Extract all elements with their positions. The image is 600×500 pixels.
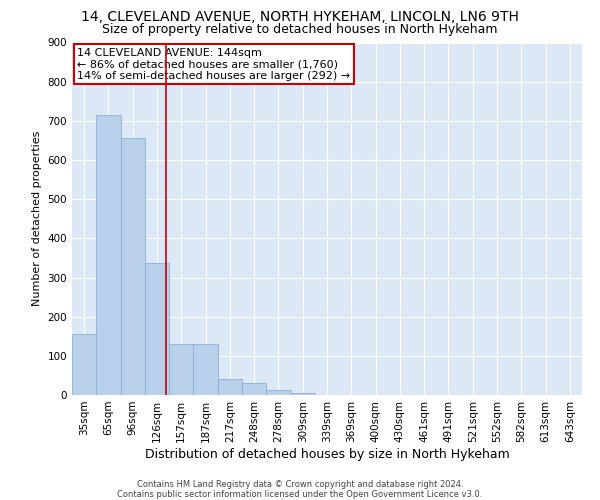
Text: 14 CLEVELAND AVENUE: 144sqm
← 86% of detached houses are smaller (1,760)
14% of : 14 CLEVELAND AVENUE: 144sqm ← 86% of det… [77,48,350,81]
Bar [242,383,266,395]
Bar [72,334,96,395]
Y-axis label: Number of detached properties: Number of detached properties [32,131,42,306]
Bar [121,138,145,395]
X-axis label: Distribution of detached houses by size in North Hykeham: Distribution of detached houses by size … [145,448,509,460]
Bar [145,262,169,395]
Bar [266,390,290,395]
Bar [218,378,242,395]
Bar [290,393,315,395]
Bar [169,344,193,395]
Bar [96,115,121,395]
Bar [193,344,218,395]
Text: Size of property relative to detached houses in North Hykeham: Size of property relative to detached ho… [102,22,498,36]
Text: 14, CLEVELAND AVENUE, NORTH HYKEHAM, LINCOLN, LN6 9TH: 14, CLEVELAND AVENUE, NORTH HYKEHAM, LIN… [81,10,519,24]
Text: Contains HM Land Registry data © Crown copyright and database right 2024.
Contai: Contains HM Land Registry data © Crown c… [118,480,482,499]
